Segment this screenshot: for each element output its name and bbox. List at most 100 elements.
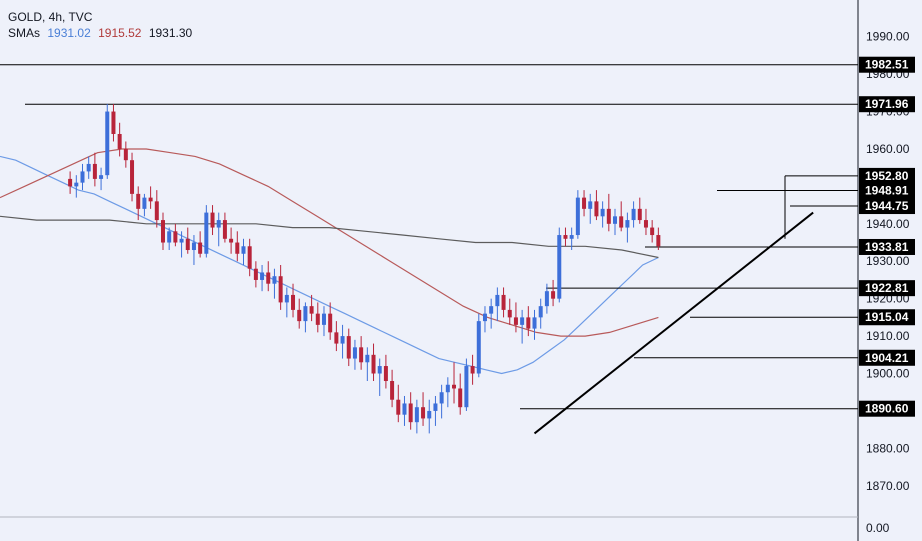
- price-level-label: 1922.81: [865, 281, 909, 295]
- sma-line-2: [0, 215, 659, 259]
- candle-body: [421, 407, 426, 419]
- candle-body: [613, 216, 618, 224]
- candle-body: [619, 216, 624, 228]
- candle-body: [229, 238, 234, 243]
- candle-body: [142, 197, 147, 209]
- price-level-badge: [859, 182, 915, 199]
- candle-body: [204, 212, 209, 254]
- candle-body: [532, 317, 537, 329]
- candle-body: [390, 381, 395, 400]
- sma-mid-value: 1915.52: [98, 26, 142, 40]
- candle-body: [74, 182, 79, 187]
- candle-body: [427, 410, 432, 419]
- candle-body: [173, 231, 178, 243]
- candle-body: [557, 235, 562, 299]
- sma-fast-value: 1931.02: [47, 26, 91, 40]
- candle-body: [160, 220, 165, 243]
- candle-body: [520, 317, 525, 325]
- candle-body: [278, 276, 283, 303]
- candle-body: [575, 197, 580, 236]
- candle-body: [551, 291, 556, 299]
- price-level-badge: [859, 167, 915, 184]
- price-level-label: 1933.81: [865, 240, 909, 254]
- y-tick-label: 1880.00: [866, 441, 910, 455]
- candle-body: [600, 208, 605, 217]
- sma-label: SMAs: [8, 26, 41, 40]
- price-level-label: 1915.04: [865, 310, 909, 324]
- candle-body: [377, 366, 382, 374]
- candle-body: [606, 208, 611, 224]
- candle-body: [452, 384, 457, 389]
- price-level-label: 1952.80: [865, 169, 909, 183]
- candle-body: [445, 384, 450, 393]
- candle-body: [402, 403, 407, 415]
- candle-body: [185, 238, 190, 251]
- candle-body: [321, 313, 326, 325]
- candle-body: [625, 220, 630, 228]
- volume-axis-label: 0.00: [866, 521, 890, 535]
- candle-body: [117, 133, 122, 149]
- candle-body: [266, 272, 271, 284]
- price-level-label: 1944.75: [865, 199, 909, 213]
- price-level-badge: [859, 198, 915, 215]
- candle-body: [408, 403, 413, 423]
- y-tick-label: 1910.00: [866, 329, 910, 343]
- candle-body: [464, 366, 469, 408]
- support-trendline: [533, 211, 814, 435]
- candle-body: [130, 160, 135, 194]
- candle-body: [315, 313, 320, 325]
- candle-body: [513, 317, 518, 325]
- candle-body: [352, 347, 357, 359]
- candle-body: [501, 294, 506, 310]
- candle-body: [136, 193, 141, 209]
- candle-body: [247, 246, 252, 269]
- price-level-label: 1971.96: [865, 97, 909, 111]
- price-level-badge: [859, 280, 915, 297]
- candle-body: [309, 306, 314, 314]
- price-level-label: 1948.91: [865, 183, 909, 197]
- candle-body: [650, 227, 655, 236]
- candle-body: [656, 235, 661, 247]
- candle-body: [507, 309, 512, 318]
- price-level-badge: [859, 400, 915, 417]
- candle-body: [538, 306, 543, 318]
- candle-body: [414, 407, 419, 423]
- price-level-badge: [859, 96, 915, 113]
- candle-body: [235, 242, 240, 254]
- candle-body: [482, 313, 487, 322]
- candle-body: [470, 366, 475, 374]
- candle-body: [272, 276, 277, 284]
- candle-body: [80, 171, 85, 183]
- candle-body: [191, 242, 196, 251]
- candle-body: [594, 201, 599, 217]
- candle-body: [359, 347, 364, 363]
- candle-body: [334, 332, 339, 344]
- y-tick-label: 1960.00: [866, 142, 910, 156]
- candle-body: [291, 294, 296, 310]
- candle-body: [340, 336, 345, 344]
- y-tick-label: 1870.00: [866, 479, 910, 493]
- candle-body: [544, 291, 549, 307]
- price-level-badge: [859, 56, 915, 73]
- price-level-label: 1904.21: [865, 351, 909, 365]
- candle-body: [284, 294, 289, 303]
- candle-body: [92, 163, 97, 179]
- sma-legend: SMAs 1931.02 1915.52 1931.30: [8, 25, 196, 41]
- candle-body: [111, 111, 116, 134]
- candle-body: [476, 321, 481, 374]
- y-tick-label: 1900.00: [866, 367, 910, 381]
- y-tick-label: 1940.00: [866, 217, 910, 231]
- candle-body: [489, 306, 494, 314]
- y-tick-label: 1990.00: [866, 30, 910, 44]
- candle-body: [495, 294, 500, 307]
- candle-body: [433, 403, 438, 411]
- sma-line-0: [0, 155, 659, 375]
- price-level-badge: [859, 309, 915, 326]
- price-level-badge: [859, 238, 915, 255]
- candle-body: [253, 268, 258, 280]
- candle-body: [297, 309, 302, 322]
- sma-line-1: [0, 148, 659, 337]
- sma-slow-value: 1931.30: [148, 26, 193, 40]
- candle-body: [303, 306, 308, 322]
